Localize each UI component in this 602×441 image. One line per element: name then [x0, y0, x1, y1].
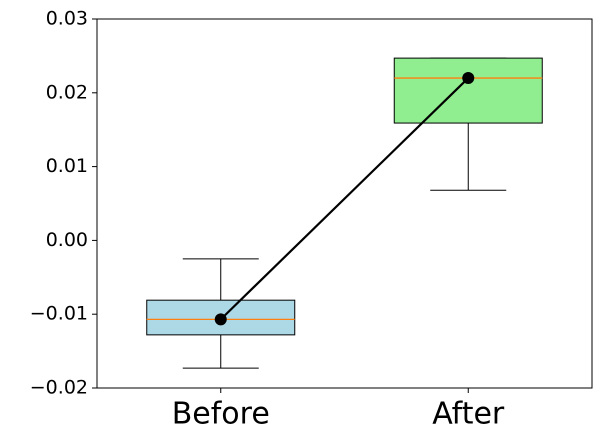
y-tick-label: 0.03	[46, 8, 88, 30]
median-dot	[462, 72, 475, 85]
x-tick-label: Before	[172, 397, 270, 432]
y-tick-label: −0.02	[30, 377, 88, 399]
box	[393, 57, 543, 124]
median-connector	[219, 77, 470, 321]
y-tick-label: −0.01	[30, 303, 88, 325]
y-tick-label: 0.01	[46, 155, 88, 177]
y-tick-label: 0.00	[46, 229, 88, 251]
x-tick-label: After	[432, 397, 505, 432]
plot-frame	[96, 18, 593, 389]
median-dot	[214, 313, 227, 326]
y-tick-label: 0.02	[46, 81, 88, 103]
